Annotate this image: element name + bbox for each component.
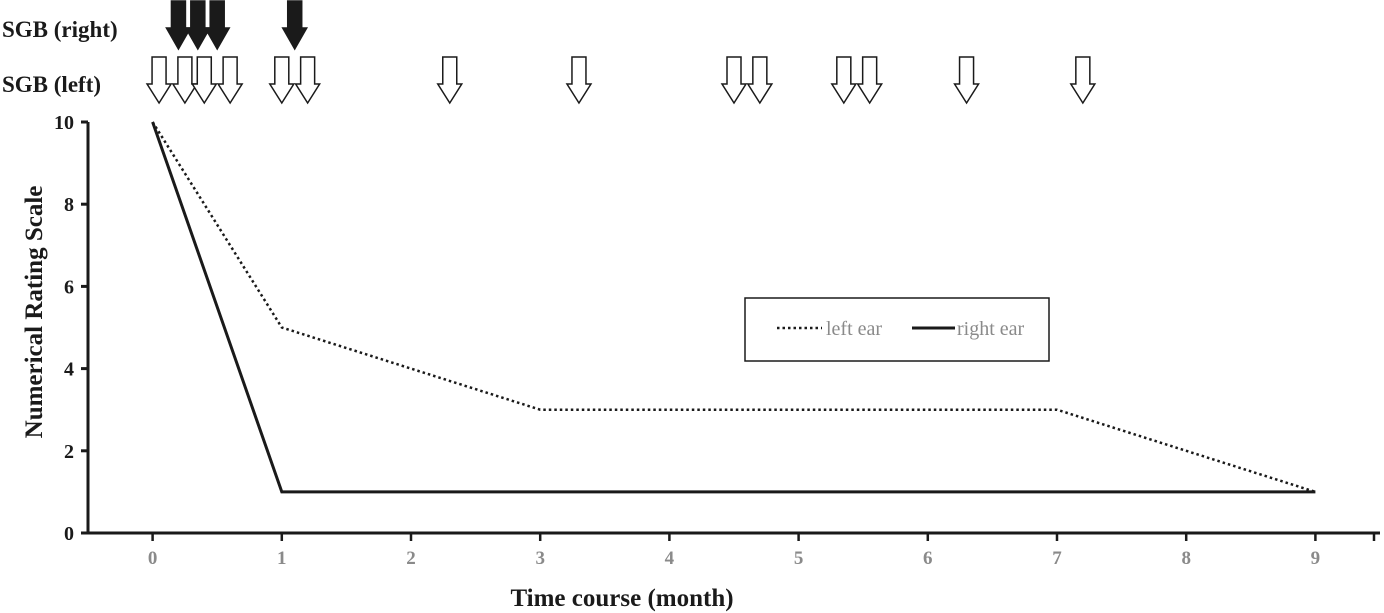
sgb-right-arrow-row [165,0,309,51]
axes: 0 2 4 6 8 10 0 1 2 3 4 5 6 7 8 9 [54,112,1380,569]
sgb-right-arrow [203,0,231,51]
sgb-left-arrow [190,56,218,105]
y-tick-label: 6 [64,276,74,298]
x-tick-label: 6 [923,548,933,569]
x-tick-label: 7 [1052,548,1062,569]
legend-label-right-ear: right ear [957,318,1025,340]
series-layer [151,121,1316,494]
legend: left ear right ear [744,297,1050,362]
x-tick-label: 8 [1181,548,1191,569]
x-tick-label: 0 [148,548,158,569]
x-axis-label: Time course (month) [510,585,733,612]
x-tick-label: 1 [277,548,287,569]
sgb-left-arrow [830,56,858,105]
y-tick-label: 10 [54,112,74,134]
sgb-left-label: SGB (left) [2,72,101,97]
sgb-left-arrow [953,56,980,105]
sgb-right-arrow [281,0,309,51]
y-tick-label: 0 [64,523,74,545]
x-tick-label: 3 [535,548,545,569]
sgb-left-arrow [1069,56,1097,105]
sgb-left-arrow [720,56,748,105]
sgb-left-arrow [145,56,173,105]
y-tick-label: 2 [64,441,74,463]
sgb-right-label: SGB (right) [2,17,118,42]
y-axis-label: Numerical Rating Scale [21,186,48,439]
sgb-right-arrow [165,0,192,51]
sgb-left-arrow [171,56,199,105]
sgb-left-arrow [856,56,884,105]
y-tick-label: 4 [64,359,74,381]
sgb-right-arrow [184,0,212,51]
sgb-left-arrow [294,56,322,105]
sgb-left-arrow [746,56,774,105]
x-tick-label: 9 [1311,548,1321,569]
sgb-left-arrow [436,56,464,105]
legend-box [744,297,1050,362]
x-tick-label: 2 [406,548,416,569]
x-tick-label: 5 [794,548,804,569]
series-line-right-ear [151,121,1316,494]
sgb-left-arrow [565,56,593,105]
sgb-left-arrow [216,56,244,105]
sgb-left-arrow-row [145,56,1097,105]
legend-label-left-ear: left ear [826,318,882,340]
sgb-left-arrow [268,56,296,105]
x-tick-label: 4 [665,548,675,569]
series-line-left-ear [151,121,1316,494]
y-tick-label: 8 [64,194,74,216]
